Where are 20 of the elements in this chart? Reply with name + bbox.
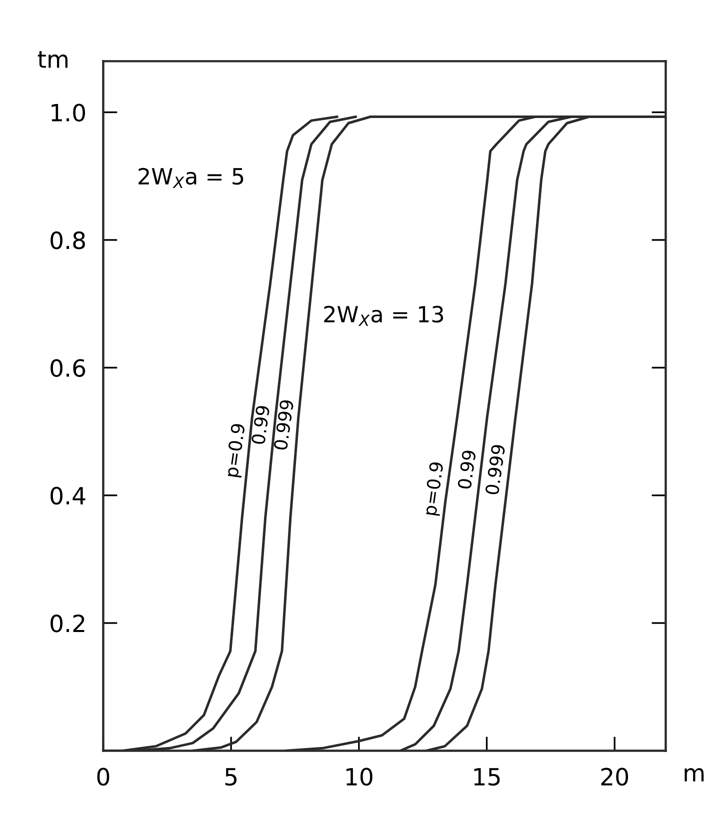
y-tick-label: 0.8 <box>50 231 85 250</box>
annotation: 0.999 <box>273 400 294 450</box>
y-tick-label: 0.6 <box>50 359 86 377</box>
y-tick-label: 1.0 <box>52 104 86 122</box>
annotation: 0.99 <box>457 450 476 490</box>
y-tick-label: 0.2 <box>50 614 84 632</box>
x-tick-label: 20 <box>601 768 628 786</box>
annotation: 0.99 <box>251 405 270 445</box>
annotation: 2W$_{X}$a = 13 <box>324 306 444 326</box>
annotation: 0.999 <box>484 444 506 495</box>
x-tick-label: 0 <box>97 768 110 786</box>
y-axis-title: tm <box>38 51 68 68</box>
annotation: 2W$_{X}$a = 5 <box>138 168 244 188</box>
annotation: p=0.9 <box>422 462 447 516</box>
x-tick-label: 10 <box>346 768 372 786</box>
x-tick-label: 15 <box>474 768 500 786</box>
annotation: p=0.9 <box>224 423 249 478</box>
x-tick-label: 5 <box>225 768 237 786</box>
y-tick-label: 0.4 <box>50 486 86 505</box>
x-axis-title: m <box>684 768 704 782</box>
